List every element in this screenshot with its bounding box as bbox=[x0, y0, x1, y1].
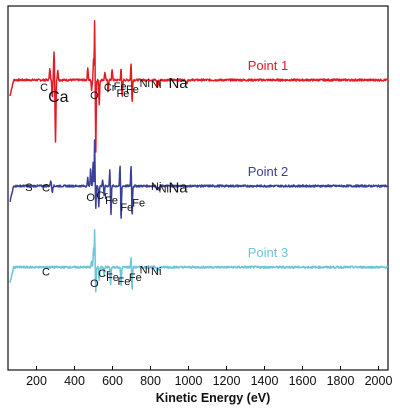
peak-label-1-fe-6: Fe bbox=[117, 88, 130, 100]
peak-label-1-ca-2: Ca bbox=[48, 89, 69, 106]
x-tick-label-800: 800 bbox=[140, 374, 161, 388]
peak-label-2-fe-6: Fe bbox=[120, 202, 133, 214]
x-tick-label-1400: 1400 bbox=[251, 374, 279, 388]
peak-label-1-fe-7: Fe bbox=[126, 84, 139, 96]
peak-label-1-c-1: C bbox=[40, 82, 48, 94]
peak-label-2-ni-8: Ni bbox=[151, 181, 161, 193]
peak-label-1-na-10: Na bbox=[168, 75, 188, 92]
peak-label-2-ni-9: Ni bbox=[159, 183, 169, 195]
peak-label-3-fe-6: Fe bbox=[129, 272, 142, 284]
peak-label-1-ni-8: Ni bbox=[140, 78, 150, 90]
x-axis-ticks: 200 400 600 800 1000 1200 1400 1600 1800 2000 bbox=[26, 366, 392, 388]
peak-label-3-ni-7: Ni bbox=[140, 265, 150, 277]
peak-label-3-o-2: O bbox=[90, 278, 99, 290]
x-axis-label: Kinetic Energy (eV) bbox=[156, 391, 271, 405]
peak-label-1-fe-5: Fe bbox=[114, 81, 127, 93]
peak-label-2-na-10: Na bbox=[168, 179, 188, 196]
peak-label-2-s-1: S bbox=[25, 182, 32, 194]
peak-label-2-fe-7: Fe bbox=[132, 197, 145, 209]
x-tick-label-400: 400 bbox=[64, 374, 85, 388]
peak-label-1-cr-4: Cr bbox=[104, 82, 116, 94]
series-name-2: Point 2 bbox=[248, 164, 288, 179]
peak-label-2-cr-4: Cr bbox=[96, 190, 108, 202]
peak-label-3-fe-4: Fe bbox=[106, 272, 119, 284]
x-tick-label-200: 200 bbox=[26, 374, 47, 388]
peak-label-3-c-1: C bbox=[42, 267, 50, 279]
x-tick-label-600: 600 bbox=[102, 374, 123, 388]
series-line-2 bbox=[9, 139, 389, 219]
series-name-3: Point 3 bbox=[248, 245, 288, 260]
series-line-1 bbox=[9, 20, 389, 153]
peak-label-3-fe-5: Fe bbox=[117, 276, 130, 288]
x-tick-label-2000: 2000 bbox=[365, 374, 393, 388]
series-name-1: Point 1 bbox=[248, 58, 288, 73]
x-tick-label-1800: 1800 bbox=[327, 374, 355, 388]
plot-frame bbox=[7, 5, 389, 371]
peak-label-1-o-3: O bbox=[90, 90, 99, 102]
peak-label-1-ni-9: Ni bbox=[151, 79, 161, 91]
x-tick-label-1000: 1000 bbox=[175, 374, 203, 388]
peak-label-2-fe-5: Fe bbox=[105, 195, 118, 207]
peak-label-3-cr-3: Cr bbox=[98, 268, 110, 280]
peak-label-2-o-3: O bbox=[86, 192, 95, 204]
x-tick-label-1200: 1200 bbox=[213, 374, 241, 388]
x-tick-label-1600: 1600 bbox=[289, 374, 317, 388]
peak-label-2-c-2: C bbox=[42, 183, 50, 195]
peak-label-3-ni-8: Ni bbox=[151, 266, 161, 278]
series-line-3 bbox=[9, 228, 389, 293]
